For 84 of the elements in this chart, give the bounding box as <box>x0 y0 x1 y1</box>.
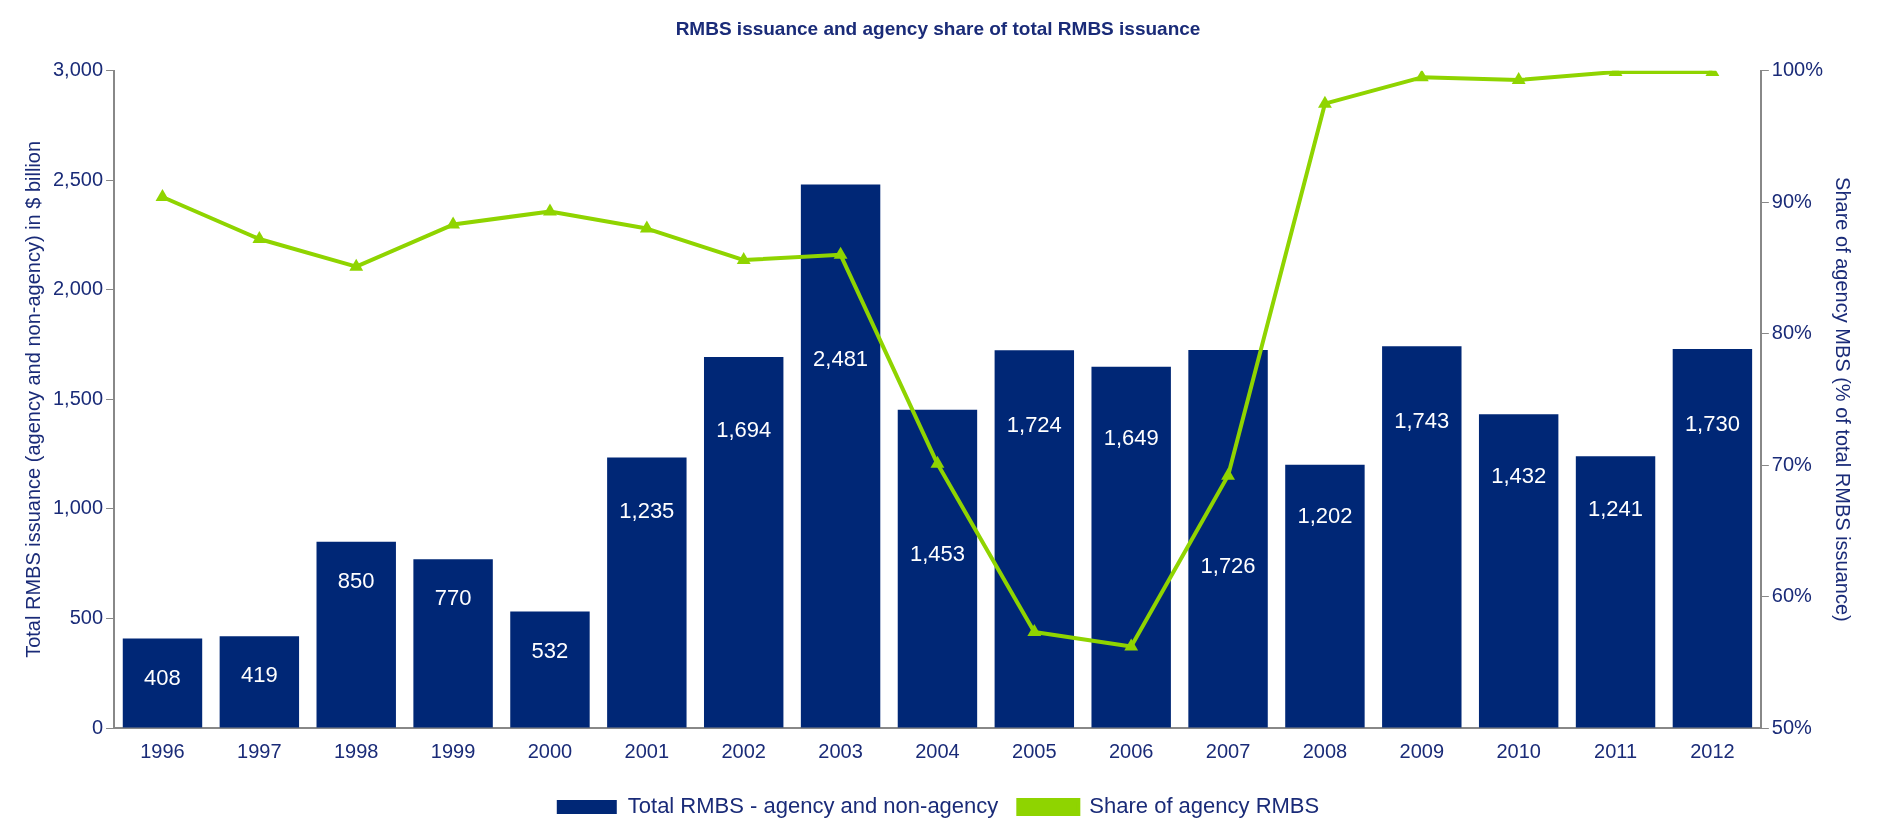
y2-tick-label: 50% <box>1771 715 1813 738</box>
bar <box>1382 346 1462 728</box>
data-label: 1,649 <box>1103 424 1159 450</box>
x-tick-label: 1998 <box>333 739 379 762</box>
point <box>155 188 170 201</box>
point <box>1414 70 1429 82</box>
y2-tick-label: 60% <box>1771 584 1813 607</box>
data-label: 1,724 <box>1006 411 1062 437</box>
point <box>930 455 945 468</box>
bar <box>1285 464 1365 728</box>
point <box>1027 624 1042 637</box>
data-label: 1,726 <box>1200 553 1256 579</box>
y2-tick-label: 90% <box>1771 189 1813 212</box>
data-label: 1,235 <box>619 497 675 523</box>
x-tick-label: 1996 <box>140 739 185 762</box>
data-label: 1,432 <box>1491 463 1547 488</box>
point <box>1511 72 1526 84</box>
x-tick-label: 2001 <box>624 739 670 762</box>
point <box>1124 638 1139 651</box>
data-label: 770 <box>434 585 472 611</box>
x-tick-label: 2009 <box>1399 739 1445 762</box>
bar <box>1672 349 1753 728</box>
y2-axis-title: Share of agency MBS (% of total RMBS issuance) <box>1832 177 1855 622</box>
y-tick-label: 500 <box>69 605 104 628</box>
bar <box>1188 349 1268 728</box>
data-label: 1,730 <box>1684 410 1740 436</box>
x-tick-label: 2002 <box>721 739 766 762</box>
bar <box>800 184 881 728</box>
point <box>1221 467 1235 480</box>
x-tick-label: 2006 <box>1108 739 1154 762</box>
point <box>736 252 751 265</box>
bar <box>122 638 203 728</box>
bar <box>510 611 590 728</box>
bar <box>703 356 784 728</box>
x-tick-label: 2005 <box>1012 739 1057 762</box>
x-tick-label: 2012 <box>1690 739 1735 762</box>
data-label: 1,453 <box>909 540 965 566</box>
data-label: 419 <box>241 662 278 688</box>
x-tick-label: 1997 <box>237 739 282 762</box>
bar <box>219 636 300 728</box>
bar <box>897 409 978 728</box>
y2-tick-label: 70% <box>1771 452 1813 475</box>
data-label: 408 <box>144 664 181 690</box>
bar <box>1091 366 1171 728</box>
chart-title: RMBS issuance and agency share of total RMBS issuance <box>675 17 1201 39</box>
y-tick-label: 2,500 <box>52 167 104 190</box>
data-label: 1,241 <box>1588 496 1644 522</box>
bar <box>413 559 493 728</box>
legend-label: Share of agency RMBS <box>1089 793 1320 819</box>
bar <box>607 457 687 728</box>
bar <box>994 350 1075 728</box>
data-label: 1,743 <box>1394 408 1450 434</box>
data-label: 1,202 <box>1297 503 1353 529</box>
data-label: 532 <box>531 637 569 663</box>
x-tick-label: 2004 <box>915 739 960 762</box>
x-tick-label: 2007 <box>1205 739 1251 762</box>
x-tick-label: 2008 <box>1302 739 1348 762</box>
point <box>639 220 654 233</box>
point <box>252 231 267 244</box>
y2-tick-label: 80% <box>1771 321 1813 344</box>
bar <box>1478 414 1559 728</box>
y-tick-label: 1,000 <box>52 496 104 519</box>
y-tick-label: 2,000 <box>52 277 104 300</box>
x-tick-label: 2003 <box>818 739 863 762</box>
point <box>833 246 848 259</box>
point <box>1318 95 1332 108</box>
bar <box>1575 456 1656 728</box>
x-tick-label: 2000 <box>527 739 573 762</box>
data-label: 850 <box>337 567 375 593</box>
x-tick-label: 2010 <box>1496 739 1541 762</box>
point <box>543 203 557 216</box>
y-tick-label: 3,000 <box>52 58 104 81</box>
bar <box>316 541 396 728</box>
data-label: 2,481 <box>813 346 869 372</box>
x-tick-label: 1999 <box>430 739 476 762</box>
legend-label: Total RMBS - agency and non-agency <box>627 793 999 819</box>
point <box>349 258 364 271</box>
y-axis-title: Total RMBS issuance (agency and non-agency) in $ billion <box>21 140 44 658</box>
point <box>446 216 461 229</box>
y-tick-label: 1,500 <box>52 386 104 409</box>
y2-tick-label: 100% <box>1771 58 1824 81</box>
data-label: 1,694 <box>716 417 772 443</box>
x-tick-label: 2011 <box>1594 739 1638 762</box>
y-tick-label: 0 <box>91 715 104 738</box>
